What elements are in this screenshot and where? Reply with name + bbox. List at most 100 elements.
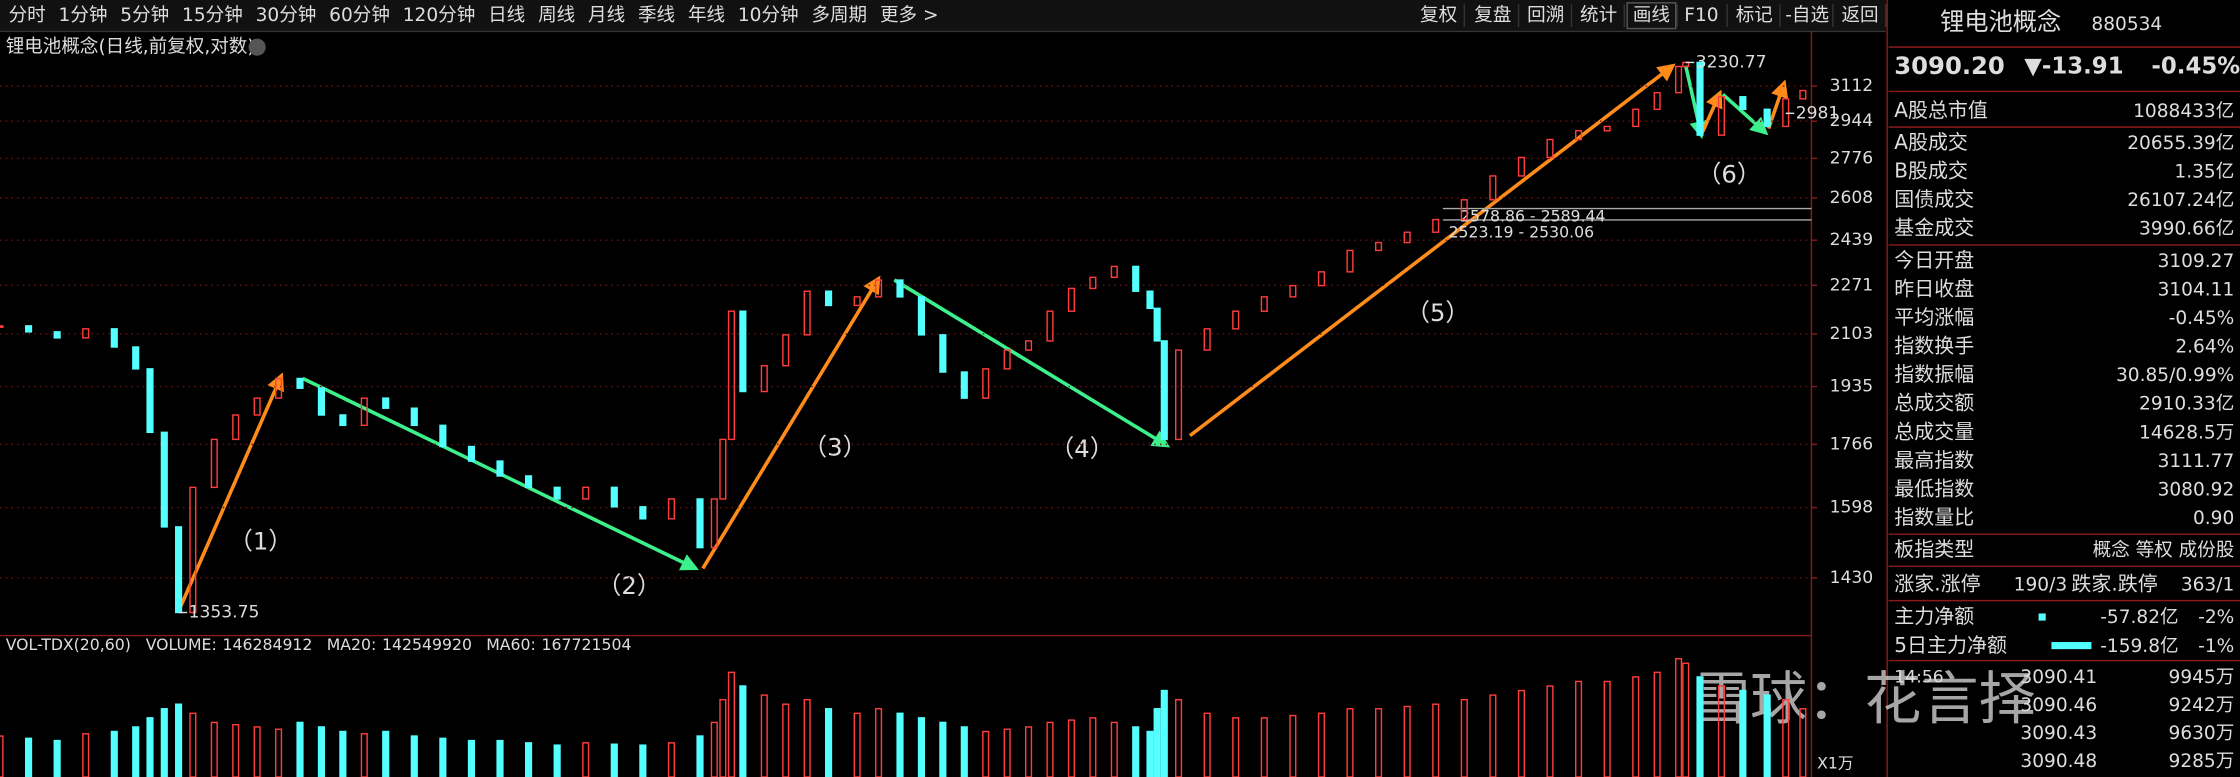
tool-button[interactable]: F10	[1684, 5, 1718, 26]
row-label: A股成交	[1894, 130, 1968, 154]
y-tick-label: 2271	[1830, 275, 1874, 295]
row-value: 3111.77	[2158, 451, 2235, 472]
row-value: 概念 等权 成份股	[2093, 539, 2235, 561]
tool-button[interactable]: 返回	[1841, 5, 1878, 26]
candle	[1546, 138, 1554, 159]
volume-bar	[1375, 708, 1383, 777]
tool-button[interactable]: -自选	[1785, 5, 1829, 26]
arrow	[1188, 63, 1676, 438]
tick-volume: 9285万	[2169, 751, 2235, 772]
volume-bar	[825, 708, 833, 777]
volume-bar	[175, 703, 183, 777]
candle	[739, 310, 747, 393]
candle	[339, 414, 347, 427]
period-tab[interactable]: 120分钟	[403, 5, 476, 26]
period-tab[interactable]: 15分钟	[182, 5, 243, 26]
flow-value: -57.82亿	[2100, 607, 2178, 628]
row-value: 26107.24亿	[2127, 190, 2234, 211]
row-label: 平均涨幅	[1894, 305, 1974, 329]
candle	[146, 368, 154, 434]
period-tab[interactable]: 30分钟	[256, 5, 317, 26]
volume-bar	[253, 726, 261, 777]
candle	[1346, 249, 1354, 273]
candle	[1110, 265, 1118, 279]
tool-button[interactable]: 标记	[1736, 5, 1773, 26]
candle	[696, 498, 704, 549]
candle	[175, 526, 183, 614]
period-tab[interactable]: 季线	[638, 5, 675, 26]
candle	[1763, 108, 1771, 128]
volume-bar	[853, 712, 861, 777]
arrow	[1721, 92, 1769, 136]
period-tab[interactable]: 1分钟	[59, 5, 108, 26]
volume-bar	[210, 721, 218, 777]
volume-bar	[667, 742, 675, 777]
volume-bar	[1675, 658, 1683, 777]
row-label: 今日开盘	[1894, 248, 1974, 272]
row-value: 3080.92	[2158, 479, 2235, 500]
tool-button[interactable]: 复权	[1420, 5, 1457, 26]
y-tick-label: 1766	[1830, 434, 1874, 454]
period-tab[interactable]: 分时	[9, 5, 46, 26]
volume-bar	[1289, 714, 1297, 777]
volume-bar	[146, 717, 154, 777]
tick-volume: 9630万	[2169, 723, 2235, 744]
volume-bar	[1432, 703, 1440, 777]
tool-button[interactable]: 回溯	[1527, 5, 1564, 26]
period-tab[interactable]: 5分钟	[120, 5, 169, 26]
candle	[1432, 218, 1440, 233]
range-label: 2578.86 - 2589.44	[1460, 207, 1606, 226]
range-label: 2523.19 - 2530.06	[1449, 222, 1595, 241]
tool-button[interactable]: 统计	[1580, 5, 1617, 26]
tool-highlight	[1626, 2, 1677, 30]
volume-bar	[1153, 708, 1161, 777]
candle	[110, 328, 118, 348]
volume-bar	[317, 726, 325, 777]
volume-title: VOL-TDX(20,60)	[6, 635, 131, 654]
volume-bar	[1799, 708, 1807, 777]
candle	[1132, 265, 1140, 292]
volume-bar	[1603, 680, 1611, 777]
period-tab[interactable]: 年线	[688, 5, 725, 26]
arrow	[176, 372, 284, 613]
tool-button[interactable]: 复盘	[1474, 5, 1511, 26]
period-tab[interactable]: 多周期	[811, 5, 867, 26]
volume-bar	[896, 712, 904, 777]
candle	[960, 371, 968, 399]
tool-button[interactable]: 画线	[1633, 5, 1670, 26]
row-value: 2910.33亿	[2139, 394, 2234, 415]
period-tab[interactable]: 周线	[538, 5, 575, 26]
volume-bar	[1089, 717, 1097, 777]
volume-bar	[1046, 721, 1054, 777]
arrow	[893, 278, 1171, 448]
candle	[1025, 340, 1033, 351]
price: 3090.20	[1894, 51, 2005, 80]
volume-bar	[410, 735, 418, 777]
dropdown[interactable]	[248, 38, 266, 56]
candle	[317, 387, 325, 416]
flow-pct: -2%	[2198, 607, 2234, 628]
period-tab[interactable]: 10分钟	[738, 5, 799, 26]
period-tab[interactable]: 日线	[488, 5, 525, 26]
volume-bar	[1682, 662, 1690, 777]
change: ▼-13.91	[2024, 54, 2123, 80]
candle	[1603, 125, 1611, 132]
volume-bar	[189, 712, 197, 777]
volume-bar	[1346, 708, 1354, 777]
volume-bar	[1763, 694, 1771, 777]
chart-title: 锂电池概念(日线,前复权,对数)	[6, 36, 255, 58]
candle	[917, 296, 925, 336]
wave-label: （3）	[803, 432, 867, 461]
volume-bar	[982, 730, 990, 777]
volume-bar	[296, 721, 304, 777]
candle	[189, 486, 197, 614]
period-tab[interactable]: 更多 >	[880, 5, 939, 26]
candle	[296, 377, 304, 389]
y-tick-label: 2608	[1830, 188, 1874, 208]
indicator-value: 167721504	[542, 635, 632, 654]
candle	[982, 368, 990, 399]
period-tab[interactable]: 60分钟	[329, 5, 390, 26]
extreme-label: 3230.77	[1696, 52, 1767, 72]
index-code: 880534	[2091, 14, 2162, 35]
period-tab[interactable]: 月线	[588, 5, 625, 26]
